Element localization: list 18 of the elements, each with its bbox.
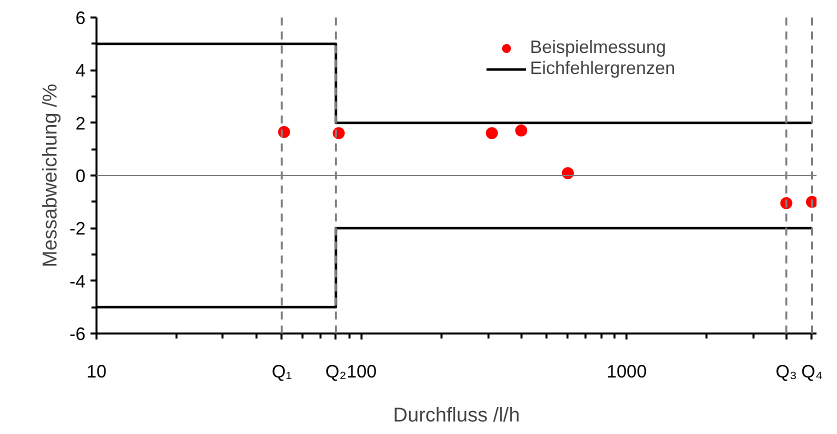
y-tick-label: 2 — [75, 113, 86, 134]
ref-line-label: Q₃ — [776, 362, 797, 382]
ref-line-label: Q₁ — [272, 362, 292, 382]
y-tick-label: 0 — [75, 166, 86, 186]
y-tick-label: -2 — [69, 218, 86, 239]
y-tick-label: -4 — [69, 271, 86, 292]
legend-label: Beispielmessung — [530, 37, 666, 58]
y-tick-label: -6 — [69, 324, 86, 344]
x-tick-label: 10 — [86, 362, 107, 382]
x-tick-label: 1000 — [606, 362, 647, 382]
legend-label: Eichfehlergrenzen — [530, 58, 676, 79]
y-tick-label: 6 — [75, 8, 86, 28]
y-axis-title: Messabweichung /% — [39, 84, 62, 268]
ref-line-label: Q₂ — [325, 362, 346, 382]
y-tick-label: 4 — [75, 60, 86, 81]
x-tick-label: 100 — [346, 362, 377, 382]
x-axis-title: Durchfluss /l/h — [393, 404, 520, 426]
ref-line-label: Q₄ — [801, 362, 823, 382]
